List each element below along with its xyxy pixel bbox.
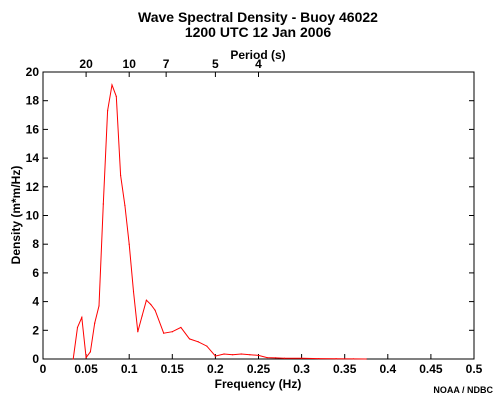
data-point xyxy=(171,331,173,333)
x-axis: 0 0.05 0.1 0.15 0.2 0.25 0.3 0.35 0.4 0.45 0.5 xyxy=(40,354,483,376)
x-tick-label: 0.25 xyxy=(247,362,271,376)
period-tick-label: 5 xyxy=(212,57,219,71)
x-tick-label: 0.5 xyxy=(466,362,483,376)
data-point xyxy=(223,353,225,355)
data-point xyxy=(365,358,367,360)
x-tick-label: 0.4 xyxy=(379,362,396,376)
data-point xyxy=(85,356,87,359)
x-tick-label: 0.05 xyxy=(74,362,98,376)
chart-title: Wave Spectral Density - Buoy 46022 xyxy=(138,9,378,25)
data-point xyxy=(283,357,285,359)
series-points xyxy=(72,84,367,360)
data-point xyxy=(137,331,139,333)
data-point xyxy=(240,353,242,355)
data-point xyxy=(318,357,320,360)
data-point xyxy=(72,358,74,360)
data-point xyxy=(128,243,130,245)
data-point xyxy=(232,354,234,356)
data-point xyxy=(119,174,122,176)
data-point xyxy=(150,303,152,306)
period-tick-label: 7 xyxy=(163,57,170,71)
data-point xyxy=(249,354,251,356)
y-tick-label: 2 xyxy=(32,323,39,337)
data-point xyxy=(107,110,109,112)
y-tick-label: 10 xyxy=(26,209,40,223)
data-point xyxy=(188,338,191,340)
data-point xyxy=(154,309,156,311)
x-tick-label: 0.1 xyxy=(121,362,138,376)
data-point xyxy=(94,322,96,324)
y-tick-label: 8 xyxy=(32,237,39,251)
y-tick-label: 4 xyxy=(32,295,39,309)
y-axis: 0 2 4 6 8 10 12 14 16 18 20 xyxy=(26,65,474,366)
data-point xyxy=(115,95,117,97)
data-point xyxy=(132,290,135,293)
period-tick-label: 20 xyxy=(79,57,93,71)
y-tick-label: 14 xyxy=(26,151,40,165)
y-tick-label: 6 xyxy=(32,266,39,280)
data-point xyxy=(275,357,277,359)
y-tick-label: 20 xyxy=(26,65,40,79)
x-tick-label: 0.3 xyxy=(293,362,310,376)
period-tick-label: 4 xyxy=(255,57,262,71)
data-point xyxy=(335,358,337,360)
x-tick-label: 0.15 xyxy=(161,362,185,376)
data-point xyxy=(352,358,354,360)
data-point xyxy=(141,315,143,317)
data-point xyxy=(98,305,100,307)
data-point xyxy=(266,356,268,359)
y-axis-label: Density (m*m/Hz) xyxy=(9,166,23,265)
credit-text: NOAA / NDBC xyxy=(433,385,493,395)
x-tick-label: 0.35 xyxy=(333,362,357,376)
x-tick-label: 0.2 xyxy=(207,362,224,376)
x-axis-label: Frequency (Hz) xyxy=(215,377,302,391)
data-point xyxy=(180,326,182,329)
data-point xyxy=(163,332,165,334)
data-point xyxy=(257,354,260,357)
data-point xyxy=(214,355,216,357)
data-point xyxy=(197,341,199,343)
y-tick-label: 12 xyxy=(26,180,40,194)
x-tick-label: 0.45 xyxy=(419,362,443,376)
data-point xyxy=(206,345,208,347)
data-point xyxy=(76,326,79,329)
y-tick-label: 0 xyxy=(32,352,39,366)
period-axis: 20 10 7 5 4 xyxy=(79,57,262,77)
period-tick-label: 10 xyxy=(123,57,137,71)
top-axis-label: Period (s) xyxy=(230,48,285,62)
data-point xyxy=(89,351,92,353)
data-point xyxy=(81,316,83,318)
data-point xyxy=(124,204,126,207)
x-tick-label: 0 xyxy=(40,362,47,376)
series-line xyxy=(72,82,367,360)
y-tick-label: 18 xyxy=(26,94,40,108)
data-point xyxy=(111,84,113,86)
data-point xyxy=(301,357,303,359)
data-point xyxy=(145,299,148,301)
chart-subtitle: 1200 UTC 12 Jan 2006 xyxy=(185,24,332,40)
data-point xyxy=(102,203,104,205)
y-tick-label: 16 xyxy=(26,122,40,136)
